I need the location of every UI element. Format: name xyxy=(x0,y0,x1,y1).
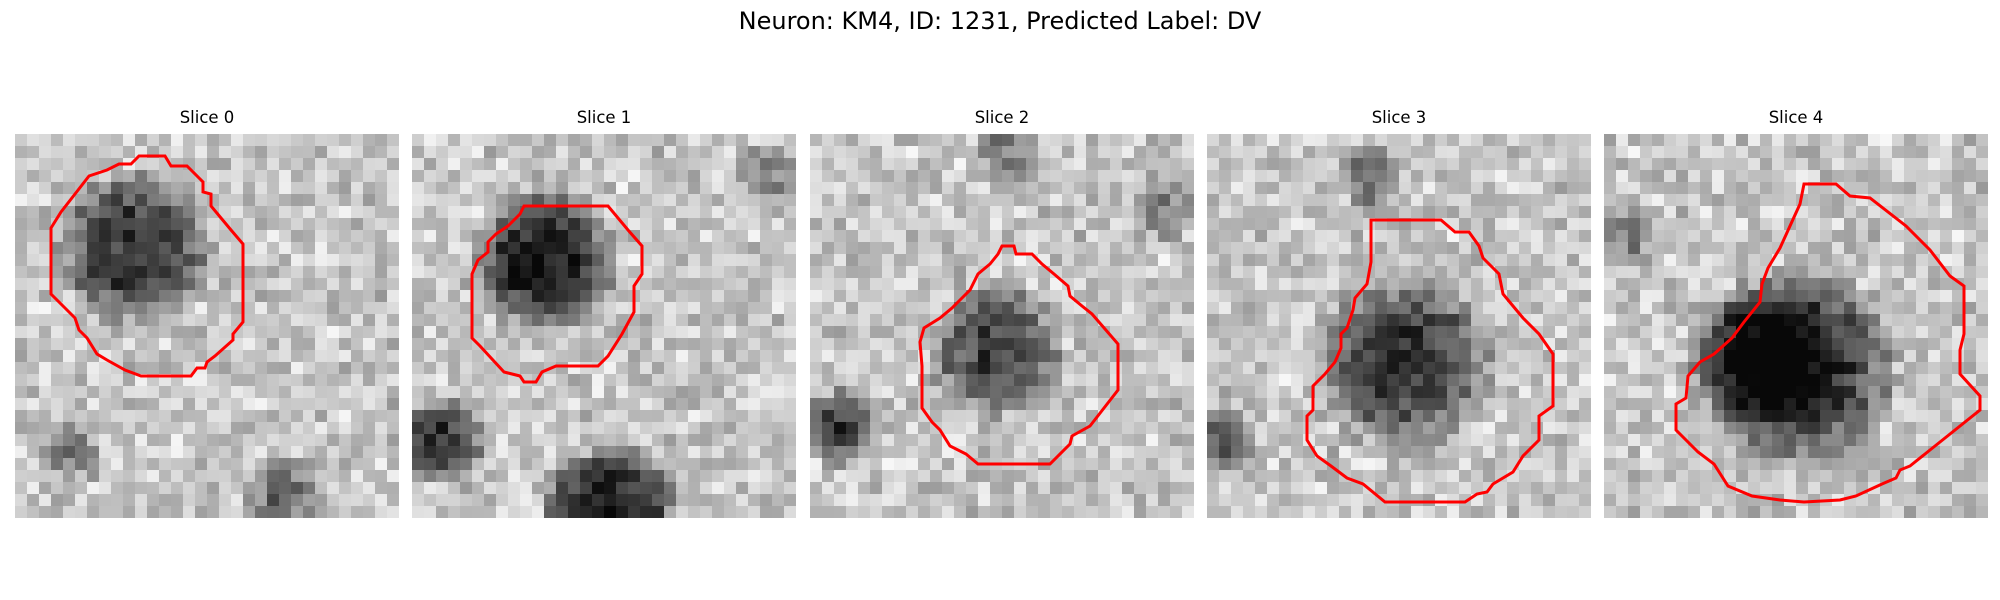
slice-title: Slice 4 xyxy=(1768,108,1824,127)
grayscale-image xyxy=(412,134,796,518)
red-contour xyxy=(470,204,644,384)
slice-panel-4: Slice 4 xyxy=(1604,108,1988,518)
contour-overlay xyxy=(918,244,1120,466)
contour-overlay xyxy=(49,154,245,378)
red-contour xyxy=(1305,218,1555,504)
red-contour xyxy=(918,244,1120,466)
red-contour xyxy=(1674,182,1982,504)
contour-overlay xyxy=(1674,182,1982,504)
slice-title: Slice 3 xyxy=(1371,108,1427,127)
contour-overlay xyxy=(1305,218,1555,504)
slice-image xyxy=(412,134,796,518)
slice-title: Slice 1 xyxy=(576,108,632,127)
slice-image xyxy=(1604,134,1988,518)
slice-title: Slice 2 xyxy=(974,108,1030,127)
contour-overlay xyxy=(470,204,644,384)
slice-image xyxy=(1207,134,1591,518)
slice-panel-0: Slice 0 xyxy=(15,108,399,518)
slice-panel-1: Slice 1 xyxy=(412,108,796,518)
slice-panel-2: Slice 2 xyxy=(810,108,1194,518)
slice-title: Slice 0 xyxy=(179,108,235,127)
red-contour xyxy=(49,154,245,378)
slice-panel-3: Slice 3 xyxy=(1207,108,1591,518)
grayscale-image xyxy=(810,134,1194,518)
slice-image xyxy=(15,134,399,518)
figure-title: Neuron: KM4, ID: 1231, Predicted Label: … xyxy=(738,7,1262,35)
slice-image xyxy=(810,134,1194,518)
